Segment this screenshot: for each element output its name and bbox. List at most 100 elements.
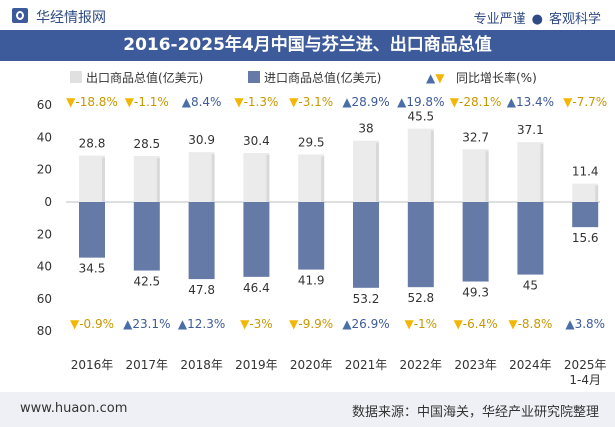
import-value-label: 45 xyxy=(523,279,538,293)
legend: 出口商品总值(亿美元) 进口商品总值(亿美元) ▲▼ 同比增长率(%) xyxy=(70,70,537,85)
y-tick-label: 20 xyxy=(37,227,52,241)
y-tick-label: 80 xyxy=(37,324,52,338)
legend-import-label: 进口商品总值(亿美元) xyxy=(264,70,381,85)
export-value-label: 30.9 xyxy=(188,133,215,147)
export-growth-label: ▼-28.1% xyxy=(450,95,502,109)
export-bar-shade xyxy=(102,157,105,202)
import-value-label: 52.8 xyxy=(407,291,434,305)
export-bar-shade xyxy=(430,130,434,202)
export-bar xyxy=(298,154,325,202)
import-growth-label: ▲23.1% xyxy=(123,317,170,331)
export-bar-shade xyxy=(485,151,489,202)
export-bar-shade xyxy=(540,144,544,202)
slogan: 专业严谨 ● 客观科学 xyxy=(474,8,601,27)
legend-export-label: 出口商品总值(亿美元) xyxy=(86,70,203,85)
export-bar-shade xyxy=(595,185,599,202)
y-tick-label: 60 xyxy=(37,98,52,112)
top-bar: 华经情报网 专业严谨 ● 客观科学 xyxy=(0,0,615,30)
export-value-label: 45.5 xyxy=(407,110,434,124)
export-growth-label: ▼-1.3% xyxy=(234,95,278,109)
x-tick-label: 2021年 xyxy=(345,358,388,372)
import-bar xyxy=(462,202,489,282)
import-bar xyxy=(79,202,105,258)
import-value-label: 47.8 xyxy=(188,283,215,297)
export-bar xyxy=(572,183,599,202)
import-bar xyxy=(353,202,379,288)
footer-source: 数据来源：中国海关，华经产业研究院整理 xyxy=(351,405,599,420)
import-value-label: 15.6 xyxy=(572,231,599,245)
data-labels: 28.8 34.5 28.5 42.5 30.9 47.8 30.4 46.4 29.5 41.9… xyxy=(79,110,599,306)
export-bar xyxy=(79,155,105,202)
import-value-label: 34.5 xyxy=(79,262,106,276)
import-growth-label: ▼-1% xyxy=(404,317,437,331)
export-bar-shade xyxy=(211,154,215,202)
import-growth-label: ▲26.9% xyxy=(342,317,389,331)
export-growth-label: ▼-1.1% xyxy=(125,95,169,109)
chart-svg: 出口商品总值(亿美元) 进口商品总值(亿美元) ▲▼ 同比增长率(%) 60 40… xyxy=(37,70,608,387)
y-tick-label: 60 xyxy=(37,292,52,306)
import-growth-label: ▼-3% xyxy=(240,317,273,331)
export-bar xyxy=(133,156,160,202)
export-bar xyxy=(517,142,544,202)
import-growth-label: ▲12.3% xyxy=(178,317,225,331)
export-value-label: 29.5 xyxy=(298,135,325,149)
legend-import-swatch xyxy=(248,71,260,83)
import-growth-label: ▼-0.9% xyxy=(70,317,114,331)
export-bar-shade xyxy=(376,142,379,202)
x-tick-label: 2025年 xyxy=(564,358,607,372)
chart-title: 2016-2025年4月中国与芬兰进、出口商品总值 xyxy=(123,35,492,55)
export-growth-label: ▼-18.8% xyxy=(66,95,118,109)
footer-website[interactable]: www.huaon.com xyxy=(20,401,128,416)
import-bar xyxy=(243,202,270,277)
x-tick-label: 2023年 xyxy=(454,358,497,372)
import-value-label: 41.9 xyxy=(298,274,325,288)
legend-growth-label: 同比增长率(%) xyxy=(456,70,537,85)
export-value-label: 37.1 xyxy=(517,123,544,137)
import-growth-label: ▲3.8% xyxy=(565,317,605,331)
export-value-label: 38 xyxy=(358,122,373,136)
import-value-label: 42.5 xyxy=(133,275,160,289)
export-growth-label: ▼-7.7% xyxy=(563,95,607,109)
x-tick-label: 2016年 xyxy=(71,358,114,372)
export-bar-shade xyxy=(156,158,160,202)
huajing-logo-icon xyxy=(12,8,28,23)
x-axis: 2016年 2017年 2018年 2019年 2020年 2021年 2022年 2023年… xyxy=(71,358,607,387)
title-bar: 2016-2025年4月中国与芬兰进、出口商品总值 xyxy=(0,30,615,61)
export-growth-label: ▲8.4% xyxy=(182,95,222,109)
legend-export-swatch xyxy=(70,71,82,83)
export-value-label: 11.4 xyxy=(572,165,599,179)
import-growth-label: ▼-6.4% xyxy=(454,317,498,331)
import-value-label: 46.4 xyxy=(243,281,270,295)
growth-rates: ▼-18.8% ▼-0.9% ▼-1.1% ▲23.1% ▲8.4% ▲12.3% ▼-1.… xyxy=(66,95,607,331)
export-bar xyxy=(353,140,379,202)
import-bar xyxy=(572,202,599,228)
y-axis: 60 40 20 0 20 40 60 80 xyxy=(37,98,52,338)
x-tick-label: 2024年 xyxy=(509,358,552,372)
import-bar xyxy=(517,202,544,275)
export-value-label: 28.5 xyxy=(133,137,160,151)
export-bar-shade xyxy=(266,154,270,202)
y-tick-label: 20 xyxy=(37,163,52,177)
export-bar xyxy=(407,128,434,202)
y-tick-label: 40 xyxy=(37,130,52,144)
x-tick-label: 2019年 xyxy=(235,358,278,372)
slogan-left: 专业严谨 xyxy=(473,12,526,27)
import-value-label: 49.3 xyxy=(462,286,489,300)
bars xyxy=(79,128,599,288)
export-bar xyxy=(462,149,489,202)
export-growth-label: ▲13.4% xyxy=(507,95,554,109)
export-value-label: 32.7 xyxy=(462,130,489,144)
slogan-dot: ● xyxy=(531,12,543,27)
export-value-label: 28.8 xyxy=(79,137,106,151)
export-bar-shade xyxy=(321,156,325,202)
export-bar xyxy=(243,152,270,202)
x-tick-label: 2017年 xyxy=(126,358,169,372)
y-tick-label: 0 xyxy=(44,195,52,209)
site-name[interactable]: 华经情报网 xyxy=(36,10,106,26)
import-value-label: 53.2 xyxy=(353,292,380,306)
export-value-label: 30.4 xyxy=(243,134,270,148)
import-bar xyxy=(133,202,160,271)
export-growth-label: ▼-3.1% xyxy=(289,95,333,109)
legend-growth-marker-icon: ▲▼ xyxy=(426,71,445,85)
